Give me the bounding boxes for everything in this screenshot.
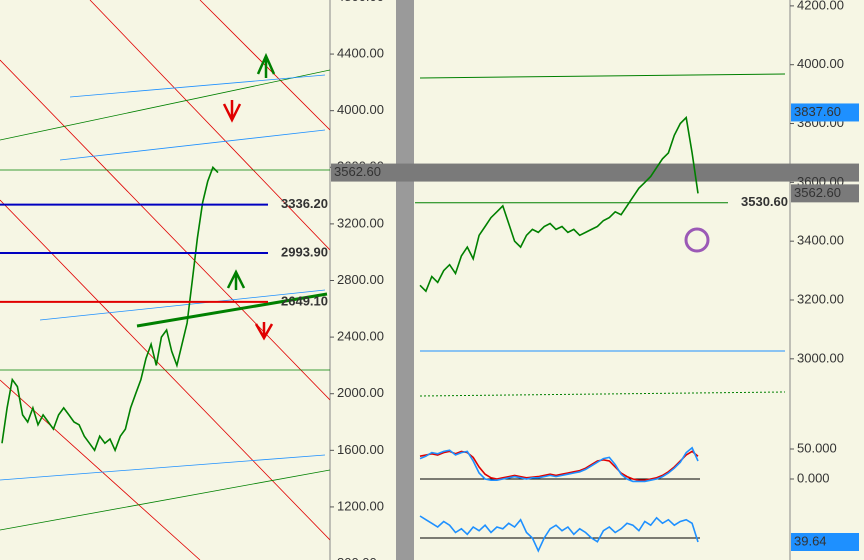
y-tick-label: 4000.00 [797, 56, 844, 71]
trend-line [39, 289, 326, 321]
y-tick-label: 0.000 [797, 470, 830, 485]
plot [419, 515, 699, 553]
series-line [419, 115, 699, 293]
plot [419, 446, 699, 483]
y-tick-label: 4000.00 [337, 102, 384, 117]
price-tag [791, 184, 859, 203]
y-tick-label: 3200.00 [337, 215, 384, 230]
trend-line [0, 454, 326, 481]
price-tag [791, 103, 859, 122]
arrow-down [222, 100, 242, 123]
plot: 3336.20 2993.90 2649.10 [0, 165, 328, 453]
right-decor [419, 73, 786, 397]
level-label: 3530.60 [741, 194, 788, 209]
y-tick-label: 3200.00 [797, 291, 844, 306]
series-line [419, 515, 699, 553]
y-tick-label: 4200.00 [797, 0, 844, 12]
trend-line [89, 0, 330, 251]
arrow-down [254, 322, 274, 341]
trend-line [59, 129, 326, 161]
series-line [419, 446, 699, 483]
trend-line [69, 74, 326, 98]
trend-line [0, 69, 330, 141]
divider [396, 0, 414, 560]
arrow-up [256, 52, 276, 78]
trend-line [0, 469, 330, 531]
price-tag [331, 163, 859, 182]
trend-lines [0, 0, 330, 560]
price-tag-label: 3837.60 [794, 104, 841, 119]
y-tick-label: 800.00 [337, 555, 377, 560]
y-tick-label: 2000.00 [337, 385, 384, 400]
price-tag [791, 532, 859, 551]
trend-line [136, 292, 328, 328]
trend-line [0, 59, 330, 401]
y-tick-label: 50.000 [797, 440, 837, 455]
level-line [419, 391, 786, 397]
y-tick-label: 1200.00 [337, 498, 384, 513]
level-label: 2993.90 [281, 244, 328, 259]
level-label: 3336.20 [281, 196, 328, 211]
price-tag-label: 3562.60 [334, 164, 381, 179]
y-tick-label: 1600.00 [337, 442, 384, 457]
y-tick-label: 3000.00 [797, 350, 844, 365]
series-line [1, 165, 219, 453]
arrow-up [226, 269, 246, 290]
plot: 3530.60 [415, 115, 788, 293]
y-tick-label: 4400.00 [337, 45, 384, 60]
level-label: 2649.10 [281, 293, 328, 308]
price-tag-label: 3562.60 [794, 185, 841, 200]
highlight-circle [684, 227, 710, 253]
level-line [419, 73, 786, 79]
y-tick-label: 3400.00 [797, 233, 844, 248]
y-tick-label: 4800.00 [337, 0, 384, 4]
price-tag-label: 39.64 [794, 533, 827, 548]
y-tick-label: 2400.00 [337, 329, 384, 344]
y-tick-label: 2800.00 [337, 272, 384, 287]
